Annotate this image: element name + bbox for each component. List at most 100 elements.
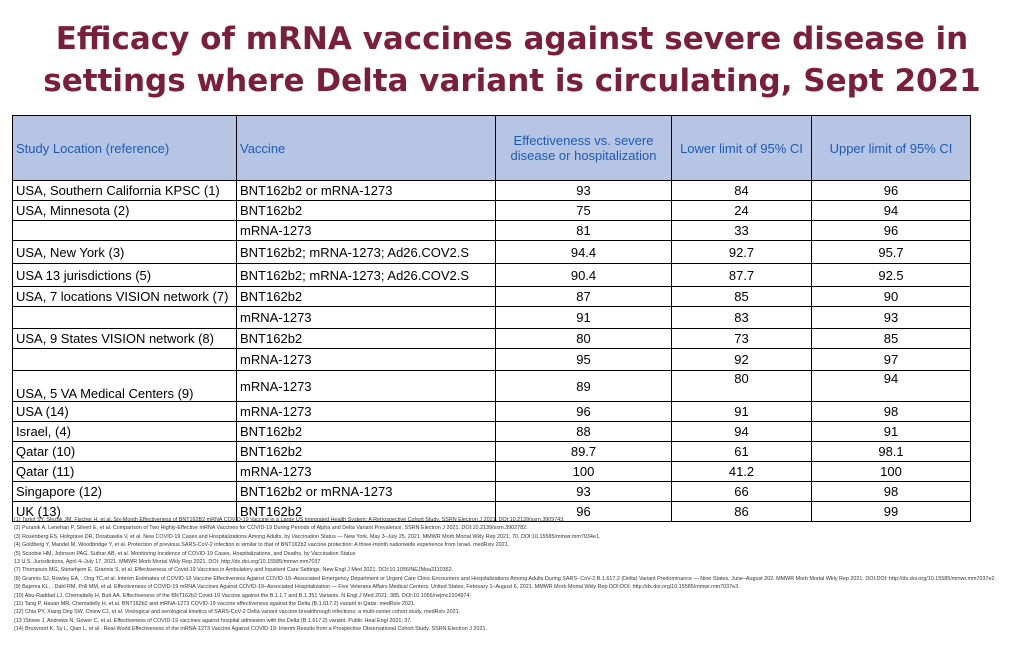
cell-location: USA 13 jurisdictions (5) xyxy=(12,263,237,287)
cell-upper-ci: 98 xyxy=(811,401,971,422)
slide-title-line-2: settings where Delta variant is circulat… xyxy=(43,63,981,99)
cell-upper-ci: 92.5 xyxy=(811,263,971,287)
cell-vaccine: mRNA-1273 xyxy=(236,370,496,402)
cell-upper-ci: 94 xyxy=(811,370,971,402)
cell-lower-ci: 94 xyxy=(671,421,812,442)
references-list: (1) Tartof SY, Slezak JM, Fischer H, et … xyxy=(14,516,1014,634)
cell-effectiveness: 75 xyxy=(495,200,672,221)
cell-effectiveness: 87 xyxy=(495,286,672,307)
cell-lower-ci: 33 xyxy=(671,220,812,241)
table-row: USA 13 jurisdictions (5) BNT162b2; mRNA-1… xyxy=(12,263,971,287)
table-row: USA, Southern California KPSC (1) BNT162b… xyxy=(12,180,971,201)
table-row: USA (14) mRNA-1273 96 91 98 xyxy=(12,401,971,422)
reference-item: (7) Thompson MG, Stenehjem E, Grannis S,… xyxy=(14,567,454,574)
header-vaccine: Vaccine xyxy=(236,115,496,181)
reference-item: (9) Bajema KL, . Dahl RM, Prill MM, et a… xyxy=(14,584,740,591)
reference-item: (3) Rosenberg ES, Holtgrave DR, Dorabawi… xyxy=(14,533,601,540)
cell-location: USA, 9 States VISION network (8) xyxy=(12,328,237,349)
cell-lower-ci: 73 xyxy=(671,328,812,349)
table-row: USA, 5 VA Medical Centers (9) mRNA-1273 89… xyxy=(12,370,971,402)
cell-lower-ci: 24 xyxy=(671,200,812,221)
cell-location: Israel, (4) xyxy=(12,421,237,442)
cell-lower-ci: 84 xyxy=(671,180,812,201)
cell-location xyxy=(12,306,237,329)
table-row: Qatar (10) BNT162b2 89.7 61 98.1 xyxy=(12,441,971,462)
cell-effectiveness: 81 xyxy=(495,220,672,241)
cell-vaccine: BNT162b2 or mRNA-1273 xyxy=(236,180,496,201)
cell-effectiveness: 94.4 xyxy=(495,240,672,264)
table-row: mRNA-1273 81 33 96 xyxy=(12,220,971,241)
cell-upper-ci: 98.1 xyxy=(811,441,971,462)
cell-upper-ci: 94 xyxy=(811,200,971,221)
reference-item: (8) Grannis SJ, Rowley EA, . Ong TC,et a… xyxy=(14,575,997,582)
reference-item: (1) Tartof SY, Slezak JM, Fischer H, et … xyxy=(14,517,565,523)
header-effectiveness: Effectiveness vs. severe disease or hosp… xyxy=(495,115,672,181)
cell-location: Singapore (12) xyxy=(12,481,237,502)
cell-vaccine: BNT162b2; mRNA-1273; Ad26.COV2.S xyxy=(236,263,496,287)
cell-effectiveness: 89 xyxy=(495,370,672,402)
slide-title-line-1: Efficacy of mRNA vaccines against severe… xyxy=(55,21,969,57)
cell-upper-ci: 85 xyxy=(811,328,971,349)
cell-lower-ci: 87.7 xyxy=(671,263,812,287)
cell-upper-ci: 93 xyxy=(811,306,971,329)
reference-item: (4) Goldberg Y, Mandel M, Woodbridge Y, … xyxy=(14,542,510,549)
reference-item: (14) Bruxvoort K, Sy L, Qian L, et al . … xyxy=(14,626,487,633)
cell-vaccine: BNT162b2; mRNA-1273; Ad26.COV2.S xyxy=(236,240,496,264)
table-row: USA, New York (3) BNT162b2; mRNA-1273; Ad… xyxy=(12,240,971,264)
cell-effectiveness: 91 xyxy=(495,306,672,329)
cell-vaccine: BNT162b2 or mRNA-1273 xyxy=(236,481,496,502)
cell-vaccine: mRNA-1273 xyxy=(236,306,496,329)
cell-effectiveness: 100 xyxy=(495,461,672,482)
cell-effectiveness: 96 xyxy=(495,501,672,522)
table-row: USA, Minnesota (2) BNT162b2 75 24 94 xyxy=(12,200,971,221)
cell-vaccine: mRNA-1273 xyxy=(236,220,496,241)
table-row: USA, 9 States VISION network (8) BNT162b2… xyxy=(12,328,971,349)
vaccine-efficacy-table: Study Location (reference) Vaccine Effec… xyxy=(12,115,971,522)
cell-vaccine: mRNA-1273 xyxy=(236,348,496,371)
cell-vaccine: mRNA-1273 xyxy=(236,401,496,422)
reference-item: (12) Chia PY, Xiang Ong SW, Chiew CJ, et… xyxy=(14,609,461,616)
cell-upper-ci: 97 xyxy=(811,348,971,371)
cell-vaccine: mRNA-1273 xyxy=(236,461,496,482)
cell-location: USA, Minnesota (2) xyxy=(12,200,237,221)
cell-upper-ci: 100 xyxy=(811,461,971,482)
cell-location: USA, 7 locations VISION network (7) xyxy=(12,286,237,307)
cell-lower-ci: 83 xyxy=(671,306,812,329)
cell-location xyxy=(12,348,237,371)
cell-lower-ci: 61 xyxy=(671,441,812,462)
header-upper-ci: Upper limit of 95% CI xyxy=(811,115,971,181)
cell-effectiveness: 88 xyxy=(495,421,672,442)
cell-lower-ci: 80 xyxy=(671,370,812,402)
cell-lower-ci: 91 xyxy=(671,401,812,422)
cell-location: USA, Southern California KPSC (1) xyxy=(12,180,237,201)
cell-location: USA (14) xyxy=(12,401,237,422)
header-location: Study Location (reference) xyxy=(12,115,237,181)
reference-item: (10) Abu-Raddad LJ, Chemaitelly H, Butt … xyxy=(14,592,471,599)
header-row: Study Location (reference) Vaccine Effec… xyxy=(12,115,971,181)
cell-upper-ci: 99 xyxy=(811,501,971,522)
table-header: Study Location (reference) Vaccine Effec… xyxy=(12,115,971,181)
cell-vaccine: BNT162b2 xyxy=(236,328,496,349)
reference-item: (2) Puranik A, Lenehan P, Silvert E, et … xyxy=(14,525,528,532)
cell-location: Qatar (10) xyxy=(12,441,237,462)
cell-lower-ci: 92.7 xyxy=(671,240,812,264)
cell-upper-ci: 90 xyxy=(811,286,971,307)
cell-effectiveness: 90.4 xyxy=(495,263,672,287)
cell-upper-ci: 96 xyxy=(811,220,971,241)
reference-item: 13 U.S. Jurisdictions, April 4–July 17, … xyxy=(14,559,321,566)
cell-upper-ci: 96 xyxy=(811,180,971,201)
cell-effectiveness: 93 xyxy=(495,180,672,201)
cell-upper-ci: 95.7 xyxy=(811,240,971,264)
cell-lower-ci: 66 xyxy=(671,481,812,502)
table-body: USA, Southern California KPSC (1) BNT162b… xyxy=(12,180,971,522)
cell-location: UK (13) xyxy=(12,501,237,522)
table-row: Qatar (11) mRNA-1273 100 41.2 100 xyxy=(12,461,971,482)
cell-lower-ci: 41.2 xyxy=(671,461,812,482)
cell-lower-ci: 86 xyxy=(671,501,812,522)
reference-item: (13 )Stowe J, Andrews N, Gower C, et al.… xyxy=(14,617,412,624)
cell-location: USA, New York (3) xyxy=(12,240,237,264)
header-lower-ci: Lower limit of 95% CI xyxy=(671,115,812,181)
cell-upper-ci: 98 xyxy=(811,481,971,502)
table-row: mRNA-1273 95 92 97 xyxy=(12,348,971,371)
cell-lower-ci: 92 xyxy=(671,348,812,371)
